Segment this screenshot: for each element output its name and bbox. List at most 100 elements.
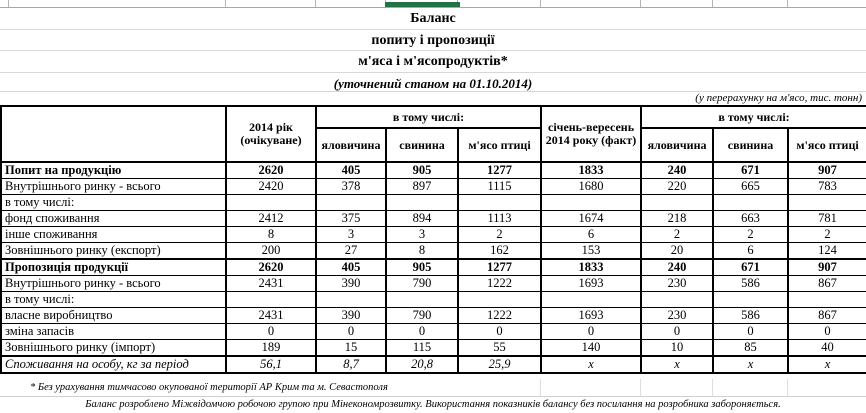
cell[interactable]: 2 [456, 226, 543, 243]
cell[interactable]: 2 [787, 226, 866, 243]
cell[interactable] [640, 291, 715, 308]
cell[interactable]: 907 [787, 161, 866, 179]
cell[interactable]: 1222 [456, 307, 543, 324]
cell[interactable]: 586 [712, 275, 790, 292]
cell[interactable]: 663 [712, 210, 790, 227]
cell[interactable]: 867 [787, 307, 866, 324]
cell[interactable]: 390 [315, 307, 387, 324]
cell[interactable]: 10 [640, 339, 715, 357]
cell[interactable]: 0 [385, 323, 459, 340]
cell[interactable]: 905 [385, 161, 459, 179]
cell[interactable] [712, 194, 790, 211]
cell[interactable]: 0 [787, 323, 866, 340]
cell[interactable]: 1680 [540, 178, 643, 195]
cell[interactable] [225, 291, 317, 308]
cell[interactable] [385, 194, 459, 211]
cell[interactable]: 1833 [540, 258, 643, 276]
cell[interactable]: 20,8 [385, 355, 459, 374]
cell[interactable]: 189 [225, 339, 317, 357]
cell[interactable]: 671 [712, 258, 790, 276]
cell[interactable] [540, 291, 643, 308]
cell[interactable] [315, 291, 387, 308]
cell[interactable]: 781 [787, 210, 866, 227]
cell[interactable]: 2 [712, 226, 790, 243]
cell[interactable]: 20 [640, 242, 715, 260]
cell[interactable]: 230 [640, 307, 715, 324]
row-label[interactable]: зміна запасів [0, 323, 227, 340]
cell[interactable]: x [712, 355, 790, 374]
cell[interactable]: 2431 [225, 275, 317, 292]
cell[interactable]: 867 [787, 275, 866, 292]
cell[interactable]: 1693 [540, 275, 643, 292]
cell[interactable]: 85 [712, 339, 790, 357]
title-line-4[interactable]: (уточнений станом на 01.10.2014) [0, 73, 866, 92]
cell[interactable]: 0 [712, 323, 790, 340]
cell[interactable]: 1674 [540, 210, 643, 227]
cell[interactable] [640, 194, 715, 211]
row-label[interactable]: Зовнішнього ринку (імпорт) [0, 339, 227, 357]
cell[interactable]: 1693 [540, 307, 643, 324]
cell[interactable]: 665 [712, 178, 790, 195]
cell[interactable]: 15 [315, 339, 387, 357]
cell[interactable] [456, 291, 543, 308]
header-period[interactable]: січень-вересень 2014 року (факт) [540, 105, 643, 163]
cell[interactable]: 230 [640, 275, 715, 292]
cell[interactable] [456, 194, 543, 211]
cell[interactable]: 1115 [456, 178, 543, 195]
cell[interactable]: 390 [315, 275, 387, 292]
row-label[interactable]: фонд споживання [0, 210, 227, 227]
cell[interactable]: 200 [225, 242, 317, 260]
cell[interactable]: 2620 [225, 258, 317, 276]
cell[interactable]: 40 [787, 339, 866, 357]
cell[interactable] [385, 291, 459, 308]
cell[interactable] [712, 291, 790, 308]
cell[interactable]: 218 [640, 210, 715, 227]
cell[interactable]: 2420 [225, 178, 317, 195]
header-including-left[interactable]: в тому числі: [314, 105, 543, 129]
cell[interactable]: 8,7 [315, 355, 387, 374]
cell[interactable]: 220 [640, 178, 715, 195]
cell[interactable]: 405 [315, 258, 387, 276]
row-label[interactable]: Внутрішнього ринку - всього [0, 275, 227, 292]
cell[interactable] [315, 194, 387, 211]
cell[interactable]: 1277 [456, 258, 543, 276]
cell[interactable]: 0 [456, 323, 543, 340]
title-line-3[interactable]: м'яса і м'ясопродуктів* [0, 51, 866, 73]
header-beef-right[interactable]: яловичина [640, 127, 715, 163]
cell[interactable]: x [540, 355, 643, 374]
cell[interactable]: x [787, 355, 866, 374]
cell[interactable]: 671 [712, 161, 790, 179]
cell[interactable]: 3 [315, 226, 387, 243]
cell[interactable]: 907 [787, 258, 866, 276]
header-including-right[interactable]: в тому числі: [640, 105, 866, 129]
cell[interactable]: 162 [456, 242, 543, 260]
cell[interactable] [225, 194, 317, 211]
row-label[interactable]: власне виробництво [0, 307, 227, 324]
cell[interactable]: 897 [385, 178, 459, 195]
row-label[interactable]: Зовнішнього ринку (експорт) [0, 242, 227, 260]
unit-note[interactable]: (у перерахунку на м'ясо, тис. тонн) [695, 92, 862, 104]
header-poultry-left[interactable]: м'ясо птиці [456, 127, 543, 163]
cell[interactable]: 0 [540, 323, 643, 340]
cell[interactable]: 8 [225, 226, 317, 243]
cell[interactable]: 790 [385, 307, 459, 324]
cell[interactable]: 27 [315, 242, 387, 260]
header-year[interactable]: 2014 рік (очікуване) [225, 105, 317, 163]
cell[interactable]: 790 [385, 275, 459, 292]
footnote-crimea[interactable]: * Без урахування тимчасово окупованої те… [0, 379, 866, 397]
cell[interactable]: 8 [385, 242, 459, 260]
cell[interactable]: 905 [385, 258, 459, 276]
cell[interactable]: 378 [315, 178, 387, 195]
cell[interactable]: 115 [385, 339, 459, 357]
cell[interactable]: 375 [315, 210, 387, 227]
cell[interactable]: 1113 [456, 210, 543, 227]
footnote-developer[interactable]: Баланс розроблено Міжвідомчою робочою гр… [85, 399, 781, 410]
cell[interactable]: 2 [640, 226, 715, 243]
cell[interactable]: 0 [225, 323, 317, 340]
cell[interactable]: 25,9 [456, 355, 543, 374]
cell[interactable]: 586 [712, 307, 790, 324]
cell[interactable]: 240 [640, 161, 715, 179]
cell[interactable]: x [640, 355, 715, 374]
cell[interactable]: 6 [540, 226, 643, 243]
cell[interactable]: 1222 [456, 275, 543, 292]
